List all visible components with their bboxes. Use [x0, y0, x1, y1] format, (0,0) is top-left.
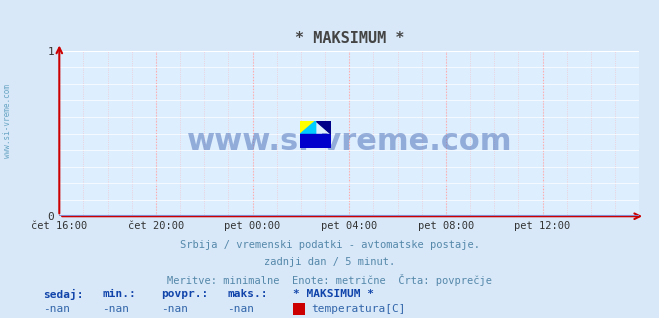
Text: * MAKSIMUM *: * MAKSIMUM * [293, 289, 374, 299]
Text: www.si-vreme.com: www.si-vreme.com [3, 84, 13, 158]
Polygon shape [300, 121, 316, 134]
Text: sedaj:: sedaj: [43, 289, 83, 300]
Title: * MAKSIMUM *: * MAKSIMUM * [295, 31, 404, 45]
Text: Srbija / vremenski podatki - avtomatske postaje.: Srbija / vremenski podatki - avtomatske … [179, 240, 480, 250]
Polygon shape [316, 121, 331, 134]
Text: -nan: -nan [227, 304, 254, 314]
Text: Meritve: minimalne  Enote: metrične  Črta: povprečje: Meritve: minimalne Enote: metrične Črta:… [167, 274, 492, 286]
Text: www.si-vreme.com: www.si-vreme.com [186, 127, 512, 156]
Text: -nan: -nan [102, 304, 129, 314]
Text: temperatura[C]: temperatura[C] [311, 304, 405, 314]
Text: -nan: -nan [43, 304, 70, 314]
Polygon shape [300, 121, 316, 134]
Text: min.:: min.: [102, 289, 136, 299]
Text: zadnji dan / 5 minut.: zadnji dan / 5 minut. [264, 257, 395, 267]
Text: povpr.:: povpr.: [161, 289, 209, 299]
Text: maks.:: maks.: [227, 289, 268, 299]
Text: -nan: -nan [161, 304, 188, 314]
Polygon shape [300, 134, 331, 148]
